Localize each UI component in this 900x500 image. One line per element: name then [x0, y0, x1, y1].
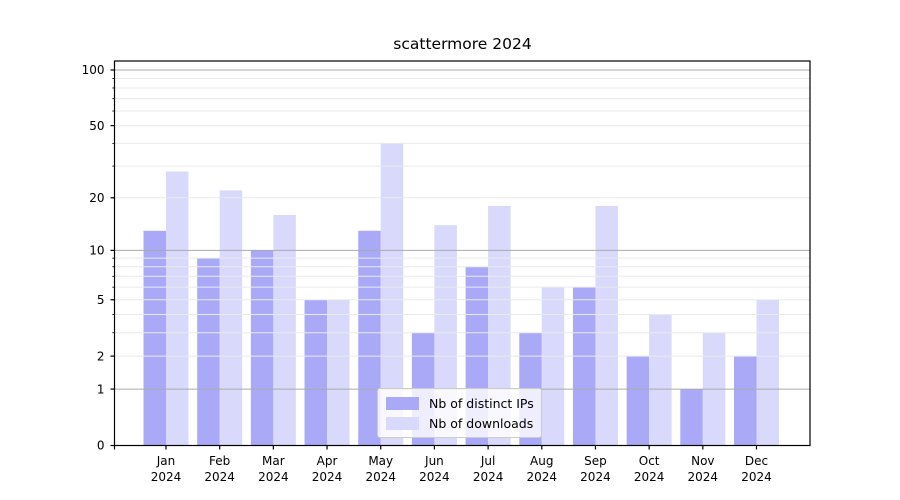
- x-tick-label-year: 2024: [634, 470, 665, 484]
- y-tick-label: 5: [97, 293, 105, 307]
- y-tick-label: 0: [97, 439, 105, 453]
- legend-label-distinct-ips: Nb of distinct IPs: [429, 395, 534, 411]
- x-tick-label-month: Mar: [262, 454, 285, 468]
- legend-item-downloads: Nb of downloads: [386, 416, 533, 431]
- x-tick-label-month: Apr: [317, 454, 338, 468]
- x-tick-label-year: 2024: [688, 470, 719, 484]
- y-tick-label: 1: [97, 382, 105, 396]
- y-tick-label: 20: [89, 191, 104, 205]
- x-tick-label-month: Sep: [584, 454, 607, 468]
- bar-distinct-ips-oct: [626, 356, 650, 446]
- bar-downloads-may: [380, 143, 404, 446]
- y-tick-label: 10: [89, 244, 104, 258]
- chart-title: scattermore 2024: [393, 35, 532, 53]
- y-tick-label: 2: [97, 349, 105, 363]
- x-tick-label-year: 2024: [151, 470, 182, 484]
- x-tick-label-month: Aug: [530, 454, 553, 468]
- bar-distinct-ips-sep: [572, 287, 596, 446]
- bar-downloads-feb: [219, 190, 243, 446]
- bar-downloads-apr: [327, 299, 350, 446]
- legend-swatch-downloads: [386, 416, 419, 430]
- axes-frame: [113, 60, 811, 447]
- x-tick-label-month: Jun: [424, 454, 444, 468]
- x-tick-label-month: Jul: [480, 454, 495, 468]
- x-axis: Jan 2024 Feb 2024 Mar 2024 Apr 2024 May 2024 Jun 20…: [113, 445, 772, 484]
- x-tick-label-month: May: [368, 454, 393, 468]
- bar-downloads-mar: [273, 214, 296, 446]
- bar-distinct-ips-mar: [250, 250, 274, 446]
- legend-label-downloads: Nb of downloads: [429, 415, 534, 431]
- bar-distinct-ips-apr: [304, 299, 328, 446]
- x-tick-label-year: 2024: [365, 470, 396, 484]
- x-tick-label-month: Jan: [156, 454, 176, 468]
- gridlines-layer: [114, 69, 810, 390]
- bar-downloads-aug: [541, 287, 565, 446]
- x-tick-label-month: Dec: [745, 454, 768, 468]
- x-tick-label-year: 2024: [419, 470, 450, 484]
- bar-distinct-ips-jan: [143, 230, 166, 446]
- bar-distinct-ips-nov: [680, 389, 703, 446]
- x-tick-label-month: Oct: [639, 454, 660, 468]
- x-tick-label-year: 2024: [473, 470, 504, 484]
- x-tick-label-year: 2024: [258, 470, 289, 484]
- bar-downloads-dec: [756, 299, 779, 446]
- bar-downloads-sep: [595, 205, 618, 446]
- y-axis: 0 1 2 5 10 20 50 100: [82, 63, 115, 453]
- bar-downloads-jan: [166, 171, 189, 446]
- x-tick-label-year: 2024: [526, 470, 557, 484]
- legend-item-distinct-ips: Nb of distinct IPs: [386, 395, 534, 411]
- y-tick-label: 50: [89, 119, 104, 133]
- x-tick-label-year: 2024: [204, 470, 235, 484]
- legend: Nb of distinct IPs Nb of downloads: [377, 388, 542, 438]
- bar-downloads-oct: [649, 314, 672, 446]
- bar-distinct-ips-feb: [197, 258, 220, 446]
- y-tick-label: 100: [82, 63, 105, 77]
- x-tick-label-month: Feb: [209, 454, 230, 468]
- x-tick-label-year: 2024: [580, 470, 611, 484]
- x-tick-label-month: Nov: [691, 454, 714, 468]
- bar-downloads-jul: [488, 205, 511, 446]
- legend-swatch-distinct-ips: [386, 396, 419, 410]
- x-tick-label-year: 2024: [312, 470, 343, 484]
- x-tick-label-year: 2024: [741, 470, 772, 484]
- bar-distinct-ips-dec: [734, 356, 757, 446]
- bar-distinct-ips-may: [358, 230, 381, 446]
